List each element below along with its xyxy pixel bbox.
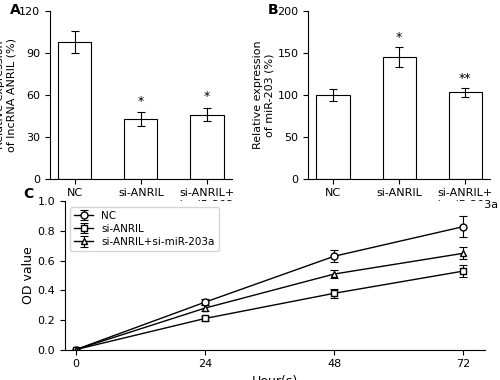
Bar (124, 119, 158, 179)
Y-axis label: Relative expression
of miR-203 (%): Relative expression of miR-203 (%) (253, 41, 274, 149)
Bar (382, 57, 416, 179)
Y-axis label: Relative expression
of lncRNA ANRIL (%): Relative expression of lncRNA ANRIL (%) (0, 38, 16, 152)
Bar (190, 114, 224, 179)
Text: A: A (10, 3, 21, 17)
Text: *: * (138, 95, 144, 108)
Y-axis label: OD value: OD value (22, 247, 35, 304)
Text: **: ** (459, 72, 471, 85)
Bar (448, 92, 482, 179)
Bar (316, 95, 350, 179)
Text: C: C (23, 187, 33, 201)
Text: *: * (204, 90, 210, 103)
X-axis label: Hour(s): Hour(s) (252, 375, 298, 380)
Text: B: B (268, 3, 279, 17)
Text: *: * (396, 31, 402, 44)
Legend: NC, si-ANRIL, si-ANRIL+si-miR-203a: NC, si-ANRIL, si-ANRIL+si-miR-203a (70, 207, 219, 251)
Bar (58, 42, 92, 179)
